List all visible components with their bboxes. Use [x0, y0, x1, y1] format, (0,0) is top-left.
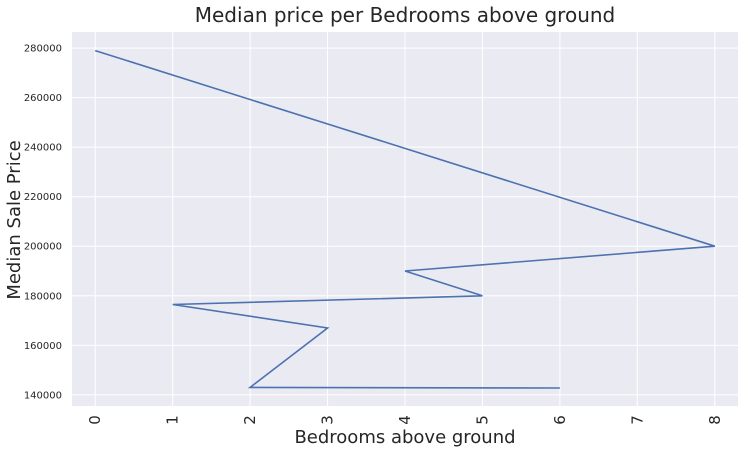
y-tick-label: 200000	[24, 242, 62, 253]
y-tick-label: 280000	[24, 44, 62, 55]
chart-title: Median price per Bedrooms above ground	[195, 3, 616, 27]
x-tick-label: 3	[319, 415, 337, 425]
x-tick-label: 0	[86, 415, 104, 425]
y-axis-ticks: 140000 160000 180000 200000 220000 240000 2600…	[24, 44, 62, 402]
x-axis-label: Bedrooms above ground	[294, 427, 515, 448]
x-axis-ticks: 0 1 2 3 4 5 6 7 8	[86, 415, 724, 425]
x-tick-label: 2	[241, 415, 259, 425]
grid-lines	[72, 32, 738, 406]
x-tick-label: 7	[628, 415, 646, 425]
x-tick-label: 5	[473, 415, 491, 425]
x-tick-label: 8	[706, 415, 724, 425]
x-tick-label: 1	[164, 415, 182, 425]
y-tick-label: 240000	[24, 143, 62, 154]
y-tick-label: 260000	[24, 93, 62, 104]
series-line	[94, 49, 716, 389]
y-tick-label: 220000	[24, 192, 62, 203]
y-axis-label: Median Sale Price	[4, 140, 25, 299]
x-tick-label: 4	[396, 415, 414, 425]
y-tick-label: 180000	[24, 291, 62, 302]
y-tick-label: 140000	[24, 390, 62, 401]
y-tick-label: 160000	[24, 341, 62, 352]
x-tick-label: 6	[551, 415, 569, 425]
